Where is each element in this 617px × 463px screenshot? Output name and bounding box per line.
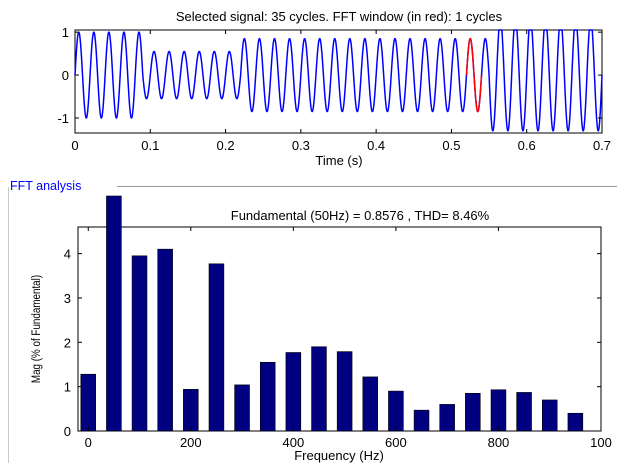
fft-y-tick-label: 4: [64, 247, 71, 262]
fft-x-tick-label: 200: [180, 435, 202, 450]
signal-y-tick-label: 1: [62, 25, 69, 40]
fft-bar: [516, 392, 532, 432]
signal-x-axis-label: Time (s): [315, 153, 362, 168]
fft-y-axis-label: Mag (% of Fundamental): [30, 275, 43, 383]
fft-window-series-line: [465, 37, 483, 113]
fft-analysis-section: FFT analysis: [8, 179, 617, 463]
signal-y-tick-label: 0: [62, 68, 69, 83]
signal-x-axis: 0 0.1 0.2 0.3 0.4 0.5 0.6 0.7: [71, 30, 611, 153]
fft-bar: [157, 248, 173, 432]
fft-bar: [465, 392, 481, 432]
signal-x-tick-label: 0.2: [217, 138, 235, 153]
fft-bar: [131, 255, 148, 432]
fft-x-axis-label: Frequency (Hz): [294, 448, 384, 463]
signal-y-axis: -1 0 1: [57, 25, 602, 126]
fft-bar: [388, 390, 404, 432]
fft-x-tick-label: 600: [385, 435, 407, 450]
signal-series-line: [74, 29, 603, 132]
fft-bar: [80, 373, 96, 432]
fft-y-axis: 0 1 2 3 4: [64, 247, 601, 439]
signal-x-tick-label: 0.4: [367, 138, 385, 153]
fft-y-tick-label: 0: [64, 424, 71, 439]
signal-x-tick-label: 0.5: [442, 138, 460, 153]
fft-x-tick-label: 800: [488, 435, 510, 450]
fft-bar: [362, 376, 378, 432]
fft-bar: [183, 389, 199, 432]
fft-chart-title: Fundamental (50Hz) = 0.8576 , THD= 8.46%: [231, 208, 490, 223]
fft-bar: [311, 346, 327, 432]
signal-plot: Selected signal: 35 cycles. FFT window (…: [57, 9, 611, 168]
fft-bar-chart: Fundamental (50Hz) = 0.8576 , THD= 8.46%…: [30, 195, 612, 463]
signal-x-tick-label: 0: [71, 138, 78, 153]
signal-plot-title: Selected signal: 35 cycles. FFT window (…: [176, 9, 503, 24]
fft-bar: [567, 412, 584, 432]
signal-x-tick-label: 0.1: [141, 138, 159, 153]
signal-x-tick-label: 0.6: [518, 138, 536, 153]
fft-y-tick-label: 1: [64, 380, 71, 395]
fft-bar: [208, 263, 225, 432]
signal-y-tick-label: -1: [57, 111, 69, 126]
signal-x-tick-label: 0.3: [292, 138, 310, 153]
fft-bar: [285, 352, 302, 432]
fft-bar: [234, 384, 250, 432]
fft-bars: [80, 195, 584, 432]
fft-y-tick-label: 3: [64, 291, 71, 306]
fft-x-tick-label: 100: [590, 435, 612, 450]
fft-bar: [541, 399, 558, 432]
signal-x-tick-label: 0.7: [593, 138, 611, 153]
fft-bar: [336, 351, 353, 432]
fft-bar: [106, 195, 122, 432]
fft-y-tick-label: 2: [64, 335, 71, 350]
fft-bar: [413, 409, 430, 432]
fft-bar: [439, 404, 455, 432]
fft-bar: [490, 389, 507, 432]
fft-x-axis: 0 200 400 600 800 100: [85, 227, 612, 450]
section-label: FFT analysis: [10, 179, 81, 193]
fft-bar: [259, 361, 276, 432]
fft-x-tick-label: 0: [85, 435, 92, 450]
fft-x-tick-label: 400: [283, 435, 305, 450]
